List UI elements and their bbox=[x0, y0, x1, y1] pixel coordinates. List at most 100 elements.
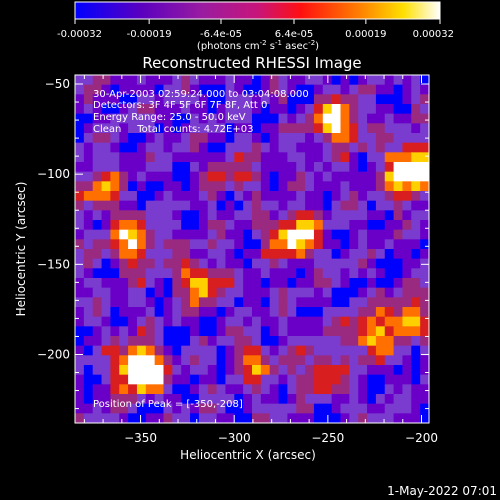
heatmap-cell bbox=[163, 191, 173, 202]
heatmap-cell bbox=[225, 94, 235, 105]
heatmap-cell bbox=[163, 326, 173, 337]
heatmap-cell bbox=[207, 94, 218, 105]
heatmap-cell bbox=[181, 268, 191, 279]
heatmap-cell bbox=[313, 258, 324, 269]
heatmap-cell bbox=[128, 336, 138, 347]
heatmap-cell bbox=[313, 162, 324, 173]
heatmap-cell bbox=[313, 104, 324, 115]
heatmap-cell bbox=[119, 191, 129, 202]
heatmap-cell bbox=[163, 258, 173, 269]
heatmap-cell bbox=[384, 336, 395, 347]
heatmap-cell bbox=[163, 307, 173, 318]
heatmap-cell bbox=[181, 104, 191, 115]
heatmap-cell bbox=[358, 365, 368, 376]
heatmap-cell bbox=[207, 181, 218, 192]
heatmap-cell bbox=[331, 413, 342, 423]
heatmap-cell bbox=[393, 258, 404, 269]
heatmap-cell bbox=[331, 191, 342, 202]
heatmap-cell bbox=[207, 336, 218, 347]
heatmap-cell bbox=[154, 94, 165, 105]
heatmap-cell bbox=[163, 162, 173, 173]
heatmap-cell bbox=[322, 123, 333, 134]
heatmap-cell bbox=[154, 384, 165, 395]
heatmap-cell bbox=[172, 336, 182, 347]
heatmap-cell bbox=[269, 94, 280, 105]
heatmap-cell bbox=[101, 123, 111, 134]
heatmap-cell bbox=[375, 365, 386, 376]
heatmap-cell bbox=[322, 191, 333, 202]
heatmap-cell bbox=[119, 104, 129, 115]
y-tick-label: −100 bbox=[37, 167, 70, 181]
heatmap-cell bbox=[349, 413, 359, 423]
heatmap-cell bbox=[216, 75, 227, 86]
heatmap-cell bbox=[278, 229, 288, 240]
heatmap-cell bbox=[110, 249, 120, 260]
heatmap-cell bbox=[411, 123, 421, 134]
heatmap-cell bbox=[313, 152, 324, 163]
heatmap-cell bbox=[154, 258, 165, 269]
heatmap-cell bbox=[154, 210, 165, 221]
heatmap-cell bbox=[252, 403, 262, 414]
heatmap-cell bbox=[375, 142, 386, 153]
heatmap-cell bbox=[278, 104, 288, 115]
heatmap-cell bbox=[145, 229, 156, 240]
heatmap-cell bbox=[128, 278, 138, 289]
heatmap-cell bbox=[101, 249, 111, 260]
heatmap-cell bbox=[190, 249, 200, 260]
heatmap-cell bbox=[225, 200, 235, 211]
heatmap-cell bbox=[190, 133, 200, 144]
heatmap-cell bbox=[110, 84, 120, 95]
heatmap-cell bbox=[216, 336, 227, 347]
heatmap-cell bbox=[225, 258, 235, 269]
heatmap-cell bbox=[110, 287, 120, 298]
heatmap-cell bbox=[349, 336, 359, 347]
heatmap-cell bbox=[296, 191, 306, 202]
heatmap-cell bbox=[190, 326, 200, 337]
heatmap-cell bbox=[234, 326, 244, 337]
heatmap-cell bbox=[313, 123, 324, 134]
heatmap-cell bbox=[349, 181, 359, 192]
heatmap-cell bbox=[181, 307, 191, 318]
heatmap-cell bbox=[234, 278, 244, 289]
heatmap-cell bbox=[234, 249, 244, 260]
heatmap-cell bbox=[216, 191, 227, 202]
heatmap-cell bbox=[411, 84, 421, 95]
heatmap-cell bbox=[243, 200, 253, 211]
heatmap-cell bbox=[181, 152, 191, 163]
heatmap-cell bbox=[402, 133, 412, 144]
heatmap-cell bbox=[420, 84, 429, 95]
heatmap-cell bbox=[313, 345, 324, 356]
heatmap-cell bbox=[331, 94, 342, 105]
heatmap-cell bbox=[402, 345, 412, 356]
heatmap-cell bbox=[349, 316, 359, 327]
heatmap-cell bbox=[145, 249, 156, 260]
heatmap-cell bbox=[411, 239, 421, 250]
heatmap-cell bbox=[154, 239, 165, 250]
heatmap-cell bbox=[358, 384, 368, 395]
info-peak-position: Position of Peak = [-350,-208] bbox=[93, 399, 243, 410]
heatmap-cell bbox=[305, 384, 315, 395]
heatmap-cell bbox=[322, 181, 333, 192]
heatmap-cell bbox=[402, 355, 412, 366]
heatmap-cell bbox=[110, 403, 120, 414]
heatmap-cell bbox=[216, 365, 227, 376]
heatmap-cell bbox=[287, 210, 297, 221]
heatmap-cell bbox=[198, 316, 209, 327]
heatmap-cell bbox=[198, 413, 209, 423]
heatmap-cell bbox=[234, 94, 244, 105]
heatmap-cell bbox=[145, 181, 156, 192]
heatmap-cell bbox=[119, 171, 129, 182]
heatmap-cell bbox=[172, 268, 182, 279]
heatmap-cell bbox=[269, 152, 280, 163]
heatmap-cell bbox=[225, 394, 235, 405]
heatmap-cell bbox=[119, 94, 129, 105]
heatmap-cell bbox=[349, 287, 359, 298]
heatmap-cell bbox=[305, 297, 315, 308]
heatmap-cell bbox=[145, 336, 156, 347]
heatmap-cell bbox=[331, 403, 342, 414]
heatmap-cell bbox=[172, 258, 182, 269]
heatmap-cell bbox=[331, 181, 342, 192]
heatmap-cell bbox=[349, 171, 359, 182]
heatmap-cell bbox=[393, 191, 404, 202]
heatmap-cell bbox=[190, 268, 200, 279]
